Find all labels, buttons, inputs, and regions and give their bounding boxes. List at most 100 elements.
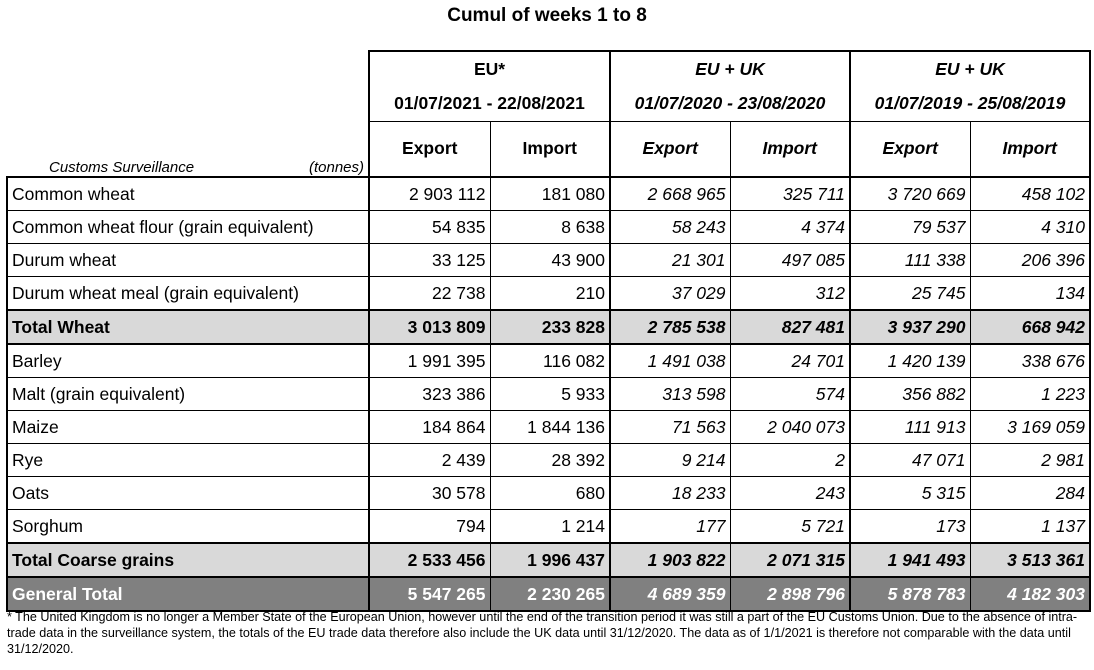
- cell-value: 323 386: [368, 377, 491, 411]
- cell-value: 1 996 437: [489, 542, 611, 578]
- group-header: EU + UK 01/07/2020 - 23/08/2020: [609, 50, 851, 122]
- cell-value: 116 082: [489, 343, 611, 378]
- cell-value: 177: [609, 509, 731, 544]
- cell-value: 3 013 809: [368, 309, 491, 345]
- row-label: Total Coarse grains: [6, 542, 370, 578]
- cell-value: 313 598: [609, 377, 731, 411]
- cell-value: 33 125: [368, 243, 491, 277]
- cell-value: 71 563: [609, 410, 731, 444]
- cell-value: 5 933: [489, 377, 611, 411]
- cell-value: 458 102: [969, 176, 1091, 211]
- cell-value: 827 481: [729, 309, 851, 345]
- table-row: Durum wheat 33 125 43 900 21 301 497 085 111 …: [6, 243, 1091, 277]
- table-row: Barley 1 991 395 116 082 1 491 038 24 701 1 4…: [6, 343, 1091, 378]
- row-label: Maize: [6, 410, 370, 444]
- cell-value: 21 301: [609, 243, 731, 277]
- row-label: Total Wheat: [6, 309, 370, 345]
- cell-value: 173: [849, 509, 971, 544]
- cell-value: 4 182 303: [969, 576, 1091, 612]
- cell-value: 134: [969, 276, 1091, 311]
- cell-value: 2 439: [368, 443, 491, 477]
- row-label: Oats: [6, 476, 370, 510]
- cell-value: 2: [729, 443, 851, 477]
- cell-value: 5 721: [729, 509, 851, 544]
- table-row: Durum wheat meal (grain equivalent) 22 73…: [6, 276, 1091, 311]
- cell-value: 9 214: [609, 443, 731, 477]
- table-row: Total Coarse grains 2 533 456 1 996 437 1 9…: [6, 542, 1091, 578]
- column-header: Export: [849, 120, 971, 178]
- cell-value: 3 937 290: [849, 309, 971, 345]
- cell-value: 8 638: [489, 210, 611, 244]
- cell-value: 668 942: [969, 309, 1091, 345]
- cell-value: 1 941 493: [849, 542, 971, 578]
- cell-value: 2 230 265: [489, 576, 611, 612]
- cell-value: 22 738: [368, 276, 491, 311]
- cell-value: 1 491 038: [609, 343, 731, 378]
- page-title: Cumul of weeks 1 to 8: [447, 5, 647, 26]
- cell-value: 181 080: [489, 176, 611, 211]
- cell-value: 5 878 783: [849, 576, 971, 612]
- cell-value: 210: [489, 276, 611, 311]
- cell-value: 111 338: [849, 243, 971, 277]
- cell-value: 4 310: [969, 210, 1091, 244]
- row-label: Barley: [6, 343, 370, 378]
- cell-value: 1 214: [489, 509, 611, 544]
- table-caption: Customs Surveillance (tonnes): [49, 159, 364, 176]
- cell-value: 1 137: [969, 509, 1091, 544]
- table-row: Malt (grain equivalent) 323 386 5 933 313 5…: [6, 377, 1091, 411]
- cell-value: 284: [969, 476, 1091, 510]
- cell-value: 312: [729, 276, 851, 311]
- footnote: * The United Kingdom is no longer a Memb…: [7, 610, 1078, 656]
- group-header: EU + UK 01/07/2019 - 25/08/2019: [849, 50, 1091, 122]
- row-label: Durum wheat: [6, 243, 370, 277]
- cell-value: 58 243: [609, 210, 731, 244]
- table-row: Maize 184 864 1 844 136 71 563 2 040 073 111 …: [6, 410, 1091, 444]
- row-label: Malt (grain equivalent): [6, 377, 370, 411]
- table-row: Sorghum 794 1 214 177 5 721 173 1 137: [6, 509, 1091, 544]
- cell-value: 111 913: [849, 410, 971, 444]
- cell-value: 18 233: [609, 476, 731, 510]
- row-label: Durum wheat meal (grain equivalent): [6, 276, 370, 311]
- cell-value: 2 898 796: [729, 576, 851, 612]
- cell-value: 794: [368, 509, 491, 544]
- cell-value: 25 745: [849, 276, 971, 311]
- cell-value: 243: [729, 476, 851, 510]
- cell-value: 325 711: [729, 176, 851, 211]
- table-row: Common wheat 2 903 112 181 080 2 668 965 325…: [6, 176, 1091, 211]
- cell-value: 1 991 395: [368, 343, 491, 378]
- cell-value: 206 396: [969, 243, 1091, 277]
- column-header: Export: [368, 120, 491, 178]
- row-label: Common wheat: [6, 176, 370, 211]
- table-row: Total Wheat 3 013 809 233 828 2 785 538 827 …: [6, 309, 1091, 345]
- cell-value: 28 392: [489, 443, 611, 477]
- cell-value: 5 315: [849, 476, 971, 510]
- cell-value: 5 547 265: [368, 576, 491, 612]
- row-label: Common wheat flour (grain equivalent): [6, 210, 370, 244]
- cell-value: 1 903 822: [609, 542, 731, 578]
- table-row: Oats 30 578 680 18 233 243 5 315 284: [6, 476, 1091, 510]
- cell-value: 54 835: [368, 210, 491, 244]
- trade-table: EU* 01/07/2021 - 22/08/2021 EU + UK 01/07/…: [6, 50, 1091, 612]
- row-label: General Total: [6, 576, 370, 612]
- cell-value: 30 578: [368, 476, 491, 510]
- cell-value: 680: [489, 476, 611, 510]
- column-header: Export: [609, 120, 731, 178]
- cell-value: 3 169 059: [969, 410, 1091, 444]
- cell-value: 43 900: [489, 243, 611, 277]
- column-header: Import: [729, 120, 851, 178]
- cell-value: 79 537: [849, 210, 971, 244]
- cell-value: 1 420 139: [849, 343, 971, 378]
- cell-value: 47 071: [849, 443, 971, 477]
- table-row: Common wheat flour (grain equivalent) 54 …: [6, 210, 1091, 244]
- group-header: EU* 01/07/2021 - 22/08/2021: [368, 50, 611, 122]
- cell-value: 233 828: [489, 309, 611, 345]
- table-row: Rye 2 439 28 392 9 214 2 47 071 2 981: [6, 443, 1091, 477]
- column-header: Import: [969, 120, 1091, 178]
- cell-value: 2 785 538: [609, 309, 731, 345]
- cell-value: 2 071 315: [729, 542, 851, 578]
- cell-value: 2 981: [969, 443, 1091, 477]
- cell-value: 2 533 456: [368, 542, 491, 578]
- cell-value: 37 029: [609, 276, 731, 311]
- cell-value: 4 689 359: [609, 576, 731, 612]
- cell-value: 4 374: [729, 210, 851, 244]
